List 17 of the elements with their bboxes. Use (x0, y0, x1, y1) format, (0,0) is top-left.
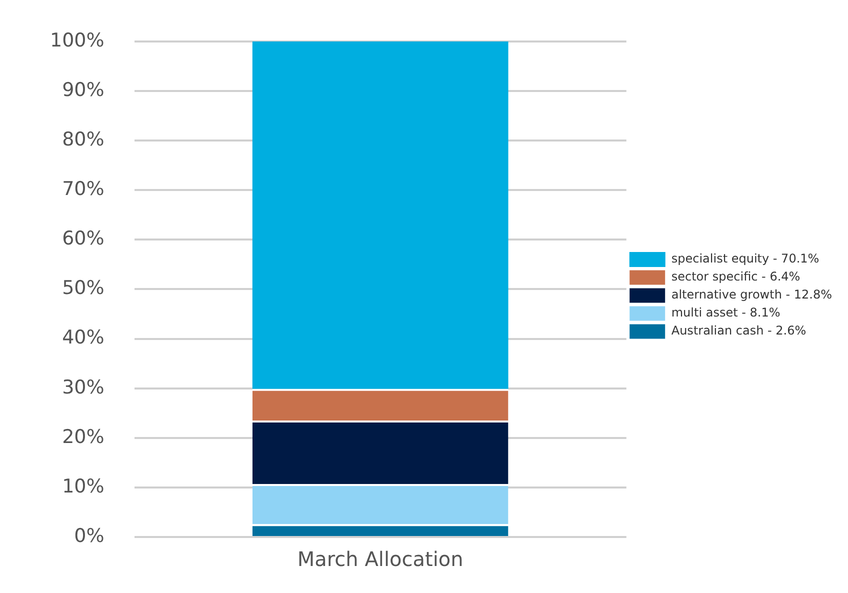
y-tick-label: 10% (62, 475, 104, 498)
legend-label: alternative growth - 12.8% (671, 288, 832, 302)
y-tick-label: 40% (62, 326, 104, 349)
y-tick-label: 60% (62, 228, 104, 250)
y-tick-label: 50% (62, 277, 104, 300)
legend-label: Australian cash - 2.6% (671, 324, 806, 338)
y-tick-label: 20% (62, 426, 104, 448)
legend-label: multi asset - 8.1% (671, 306, 780, 320)
y-tick-label: 100% (50, 29, 104, 52)
y-tick-label: 30% (62, 376, 104, 398)
y-tick-label: 70% (62, 178, 104, 200)
legend-label: sector specific - 6.4% (671, 270, 800, 284)
y-tick-label: 90% (62, 78, 104, 101)
legend-label: specialist equity - 70.1% (671, 252, 820, 266)
y-tick-label: 80% (62, 128, 104, 150)
y-tick-label: 0% (74, 524, 104, 547)
x-tick-label: March Allocation (297, 547, 464, 572)
